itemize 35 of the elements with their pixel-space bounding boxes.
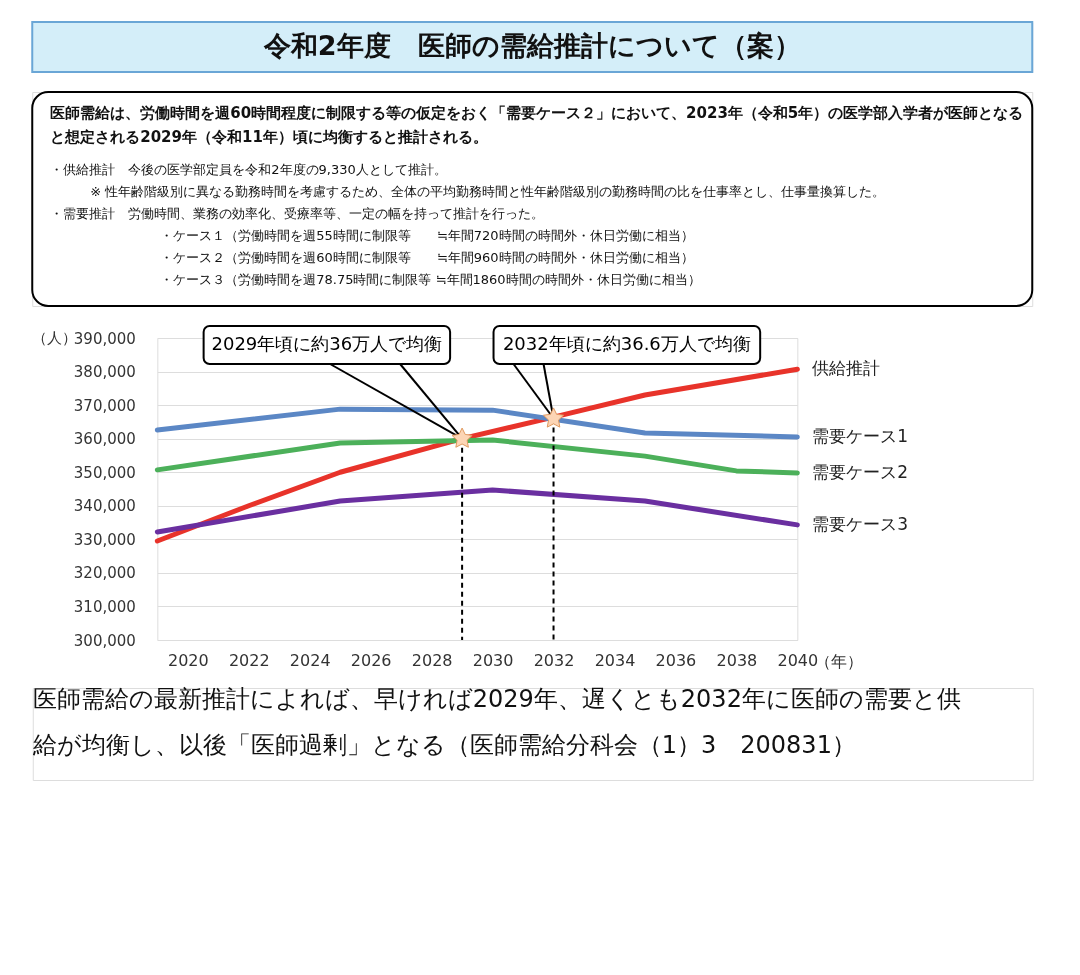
- text: ・ケース３（労働時間を週78.75時間に制限等 ≒年間1860時間の時間外・休日労働に相当）: [160, 272, 701, 287]
- x-tick-label: 2032: [533, 650, 575, 670]
- annotation: 2029年頃に約36万人で均衡: [211, 333, 443, 354]
- x-tick-label: 2024: [289, 650, 331, 670]
- x-tick-label: 2020: [167, 650, 209, 670]
- y-tick-label: 320,000: [73, 564, 136, 583]
- series-label: 需要ケース2: [812, 461, 909, 482]
- y-tick-label: 370,000: [73, 396, 136, 415]
- y-tick-label: 340,000: [73, 497, 136, 516]
- y-tick-label: 330,000: [73, 530, 136, 549]
- x-tick-label: 2028: [411, 650, 453, 670]
- x-tick-label: 2040: [777, 650, 819, 670]
- y-tick-label: 380,000: [73, 363, 136, 382]
- x-tick-label: 2036: [655, 650, 697, 670]
- text: ・ケース１（労働時間を週55時間に制限等 ≒年間720時間の時間外・休日労働に相当）: [160, 228, 694, 243]
- y-tick-label: 360,000: [73, 430, 136, 449]
- text: ・需要推計 労働時間、業務の効率化、受療率等、一定の幅を持って推計を行った。: [50, 206, 545, 221]
- series-label: 需要ケース3: [812, 513, 909, 534]
- text: ※ 性年齢階級別に異なる勤務時間を考慮するため、全体の平均勤務時間と性年齢階級別の勤務時間の比を仕事率とし、仕事量換算した。: [90, 184, 886, 199]
- x-tick-label: 2034: [594, 650, 636, 670]
- series-label: 需要ケース1: [812, 425, 909, 446]
- y-tick-label: 300,000: [73, 631, 136, 650]
- x-tick-label: 2030: [472, 650, 514, 670]
- text: 医師需給の最新推計によれば、早ければ2029年、遅くとも2032年に医師の需要と供給が均衡し、以後「医師過剰」となる（医師需給分科会（1）3 200831）: [31, 685, 961, 759]
- chart-title: 令和2年度 医師の需給推計について（案）: [262, 30, 801, 61]
- x-tick-label: 2026: [350, 650, 392, 670]
- text: ・供給推計 今後の医学部定員を令和2年度の9,330人として推計。: [50, 162, 447, 177]
- y-tick-label: 350,000: [73, 463, 136, 482]
- series-label: 供給推計: [812, 358, 881, 379]
- y-tick-label: 310,000: [73, 597, 136, 616]
- x-tick-label: 2038: [716, 650, 758, 670]
- annotation: 2032年頃に約36.6万人で均衡: [502, 333, 751, 354]
- x-tick-label: 2022: [228, 650, 270, 670]
- chart-subtitle: 医師需給は、労働時間を週60時間程度に制限する等の仮定をおく「需要ケース２」において、2023年（令和5年）の医学部入学者が医師となると想定される2029年（令和11年）頃に均衡すると推計される。: [50, 104, 1024, 146]
- text: ・ケース２（労働時間を週60時間に制限等 ≒年間960時間の時間外・休日労働に相当）: [160, 250, 694, 265]
